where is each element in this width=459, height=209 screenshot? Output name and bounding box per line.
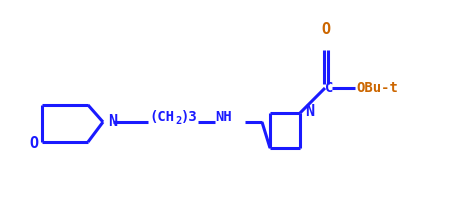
Text: O: O bbox=[321, 23, 330, 37]
Text: (CH: (CH bbox=[149, 110, 174, 124]
Text: N: N bbox=[305, 104, 314, 120]
Text: NH: NH bbox=[215, 110, 232, 124]
Text: O: O bbox=[29, 135, 38, 150]
Text: OBu-t: OBu-t bbox=[356, 81, 398, 95]
Text: N: N bbox=[108, 115, 117, 130]
Text: C: C bbox=[325, 81, 333, 95]
Text: )3: )3 bbox=[181, 110, 198, 124]
Text: 2: 2 bbox=[175, 116, 181, 126]
